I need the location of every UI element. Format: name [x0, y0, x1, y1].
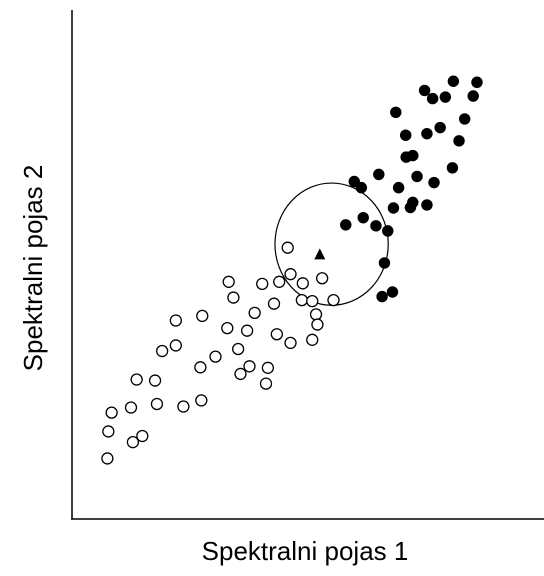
open-point-7: [150, 397, 164, 411]
filled-point-23: [387, 202, 400, 214]
filled-point-11: [453, 135, 465, 147]
open-point-13: [195, 394, 208, 407]
open-point-8: [148, 374, 162, 387]
open-point-4: [124, 401, 138, 414]
filled-point-7: [411, 170, 423, 183]
open-point-3: [126, 435, 140, 449]
open-point-9: [156, 344, 169, 358]
filled-point-1: [357, 211, 369, 224]
open-point-23: [248, 306, 261, 320]
open-point-40: [311, 318, 324, 331]
filled-point-30: [428, 176, 440, 189]
open-point-29: [256, 277, 269, 290]
filled-point-9: [421, 127, 433, 140]
open-point-41: [222, 275, 235, 288]
filled-point-21: [400, 151, 412, 163]
open-point-14: [194, 361, 207, 374]
marks-group: [101, 75, 483, 465]
open-point-18: [227, 291, 240, 304]
open-point-22: [240, 324, 254, 337]
filled-point-12: [458, 113, 471, 125]
filled-point-17: [467, 90, 479, 102]
x-axis-label: Spektralni pojas 1: [202, 536, 409, 566]
open-point-25: [261, 361, 275, 374]
query-point-triangle: [314, 248, 326, 260]
open-point-37: [306, 333, 319, 346]
open-point-30: [273, 275, 286, 288]
open-point-15: [196, 309, 209, 323]
open-point-10: [177, 400, 190, 413]
filled-point-3: [355, 181, 368, 194]
filled-point-14: [418, 84, 431, 97]
filled-point-31: [446, 162, 459, 174]
open-circle-series: [101, 241, 340, 465]
open-point-35: [306, 294, 319, 308]
filled-point-10: [434, 121, 446, 134]
open-point-1: [102, 425, 115, 438]
open-point-34: [296, 277, 309, 290]
filled-point-28: [386, 286, 399, 298]
open-point-11: [169, 339, 182, 352]
filled-point-5: [392, 181, 405, 194]
open-point-32: [295, 293, 309, 307]
axis-group: [71, 10, 544, 520]
filled-point-27: [376, 290, 388, 303]
open-point-26: [267, 297, 281, 310]
filled-point-13: [426, 92, 439, 105]
open-point-17: [221, 321, 234, 335]
open-point-38: [316, 272, 329, 285]
open-point-24: [259, 377, 273, 390]
filled-point-16: [471, 76, 483, 89]
open-point-19: [231, 342, 245, 356]
open-point-5: [136, 429, 149, 443]
filled-circle-series: [340, 75, 483, 303]
filled-point-26: [378, 257, 391, 269]
open-point-36: [309, 308, 323, 321]
filled-point-0: [340, 219, 352, 231]
plot-area: [71, 10, 544, 520]
filled-point-25: [382, 225, 394, 237]
filled-point-19: [390, 106, 402, 119]
open-point-27: [270, 328, 283, 341]
open-point-33: [281, 241, 294, 254]
open-point-12: [169, 314, 182, 327]
open-point-2: [105, 406, 118, 419]
filled-point-4: [373, 168, 385, 181]
open-point-16: [209, 350, 222, 363]
filled-point-18: [439, 91, 452, 103]
open-point-39: [327, 293, 340, 307]
y-axis-label: Spektralni pojas 2: [18, 165, 48, 372]
filled-point-15: [447, 75, 460, 87]
filled-point-20: [399, 129, 412, 141]
open-point-28: [284, 336, 297, 350]
open-point-20: [234, 367, 247, 381]
filled-point-22: [404, 201, 417, 214]
open-point-0: [101, 452, 114, 465]
open-point-6: [130, 373, 143, 386]
open-point-21: [243, 360, 256, 373]
filled-point-29: [421, 199, 433, 211]
filled-point-24: [370, 220, 382, 232]
open-point-31: [284, 268, 297, 281]
